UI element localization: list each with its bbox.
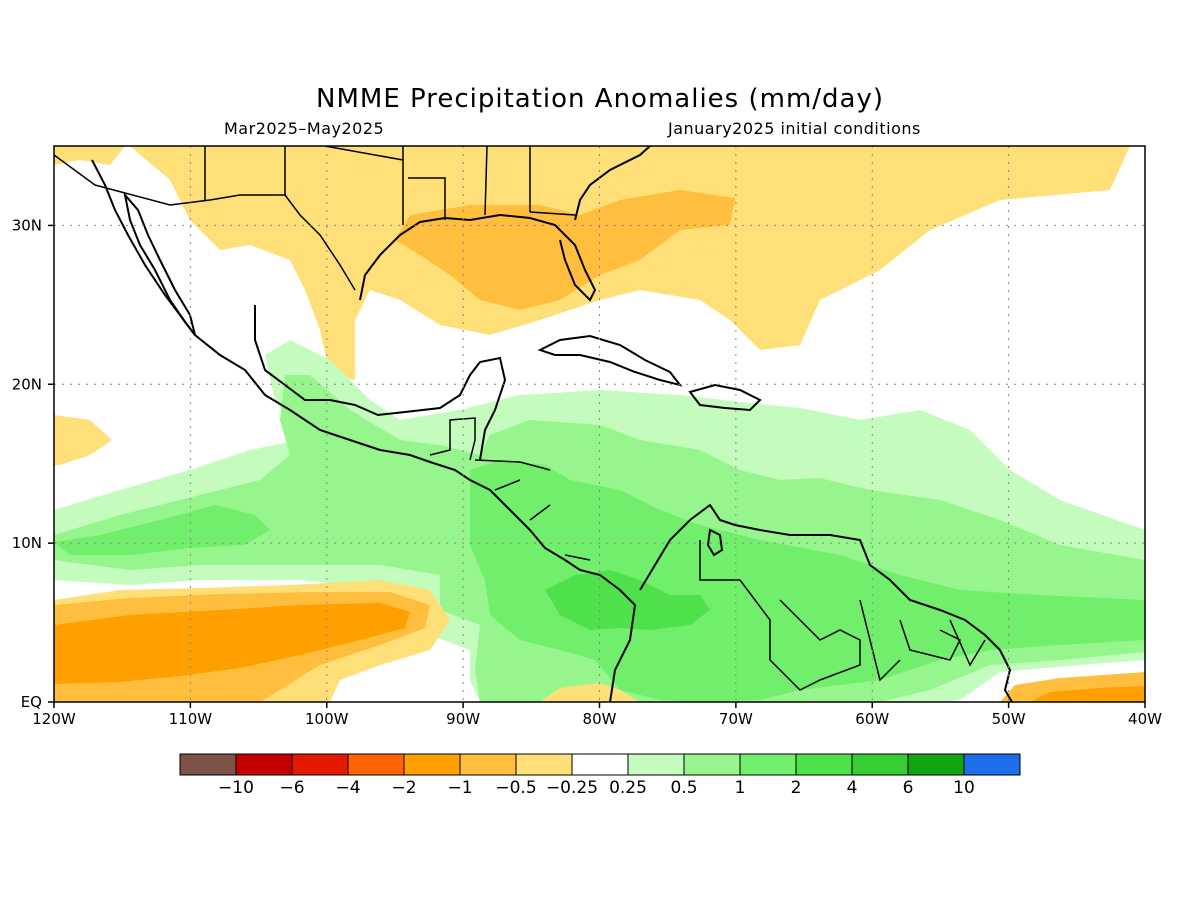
coastline-hispaniola xyxy=(688,383,762,412)
colorbar-label: −2 xyxy=(391,778,416,798)
dry-anomaly-northwest xyxy=(54,146,125,165)
border-guyanas xyxy=(859,599,986,682)
border-colombia-venezuela xyxy=(699,540,861,691)
border-guatemala xyxy=(429,417,476,461)
dry-anomaly-gulf-core xyxy=(395,190,735,310)
coastline-gulf xyxy=(254,305,507,461)
colorbar-swatch xyxy=(459,753,517,776)
y-tick-label: EQ xyxy=(21,693,42,711)
coastline-mexico-pacific xyxy=(91,159,637,702)
colorbar-label: −10 xyxy=(218,778,254,798)
colorbar-label: 6 xyxy=(903,778,914,798)
season-label: Mar2025–May2025 xyxy=(224,119,385,138)
colorbar-swatch xyxy=(739,753,797,776)
initial-conditions-label: January2025 initial conditions xyxy=(668,119,921,138)
colorbar-label: 10 xyxy=(953,778,975,798)
x-tick-label: 40W xyxy=(1128,710,1162,728)
colorbar-label: −0.25 xyxy=(546,778,598,798)
x-tick-label: 70W xyxy=(719,710,753,728)
coastline-florida-east xyxy=(574,146,651,221)
coastline-south-america xyxy=(639,503,1013,702)
dry-anomaly-east-small xyxy=(54,415,112,465)
x-tick-label: 90W xyxy=(446,710,480,728)
dry-anomaly-atlantic-deep xyxy=(1030,686,1145,702)
latitude-ticks: EQ 10N 20N 30N xyxy=(12,216,54,711)
longitude-ticks: 120W 110W 100W 90W 80W 70W 60W 50W 40W xyxy=(32,702,1162,728)
x-tick-label: 120W xyxy=(32,710,76,728)
border-us-mexico xyxy=(54,154,356,291)
x-tick-label: 100W xyxy=(305,710,349,728)
colorbar-label: −0.5 xyxy=(495,778,536,798)
borders xyxy=(54,146,986,691)
coastline-baja xyxy=(123,191,196,336)
x-tick-label: 50W xyxy=(992,710,1026,728)
colorbar-swatch xyxy=(851,753,909,776)
colorbar-label: 0.5 xyxy=(670,778,697,798)
colorbar-swatch xyxy=(235,753,293,776)
x-tick-label: 60W xyxy=(855,710,889,728)
colorbar-label: 0.25 xyxy=(609,778,647,798)
colorbar-swatch xyxy=(403,753,461,776)
colorbar-swatch xyxy=(963,753,1021,776)
colorbar-swatch xyxy=(627,753,685,776)
wet-anomaly-central-america xyxy=(470,460,1145,702)
map-title: NMME Precipitation Anomalies (mm/day) xyxy=(316,84,884,114)
colorbar-swatch xyxy=(683,753,741,776)
coastlines xyxy=(91,146,1013,702)
x-tick-label: 80W xyxy=(583,710,617,728)
colorbar-swatch xyxy=(347,753,405,776)
colorbar-swatch xyxy=(291,753,349,776)
coastline-texas-gulf xyxy=(359,213,597,302)
wet-anomaly-core xyxy=(545,570,710,630)
border-central-america xyxy=(474,459,591,561)
colorbar-label: 1 xyxy=(735,778,746,798)
color-legend: −10 −6 −4 −2 −1 −0.5 −0.25 0.25 0.5 1 2 4 6 10 xyxy=(179,753,1021,798)
colorbar-label: −1 xyxy=(447,778,472,798)
dry-anomaly-south-deep xyxy=(54,603,410,684)
map-grid xyxy=(54,146,1145,702)
colorbar-label: 2 xyxy=(791,778,802,798)
colorbar-swatch xyxy=(515,753,573,776)
y-tick-label: 10N xyxy=(12,534,42,552)
colorbar-swatch xyxy=(571,753,629,776)
colorbar-swatch xyxy=(907,753,965,776)
coastline-cuba xyxy=(537,334,683,387)
border-us-states xyxy=(204,146,576,225)
colorbar-swatch xyxy=(179,753,237,776)
colorbar-label: −6 xyxy=(279,778,304,798)
colorbar-label: 4 xyxy=(847,778,858,798)
dry-anomaly-south-east xyxy=(540,683,640,702)
anomaly-field xyxy=(54,146,1145,702)
colorbar-label: −4 xyxy=(335,778,360,798)
y-tick-label: 30N xyxy=(12,216,42,234)
wet-anomaly-medium xyxy=(54,505,270,555)
coastline-lake-maracaibo xyxy=(706,528,724,557)
colorbar-swatch xyxy=(795,753,853,776)
x-tick-label: 110W xyxy=(169,710,213,728)
y-tick-label: 20N xyxy=(12,375,42,393)
